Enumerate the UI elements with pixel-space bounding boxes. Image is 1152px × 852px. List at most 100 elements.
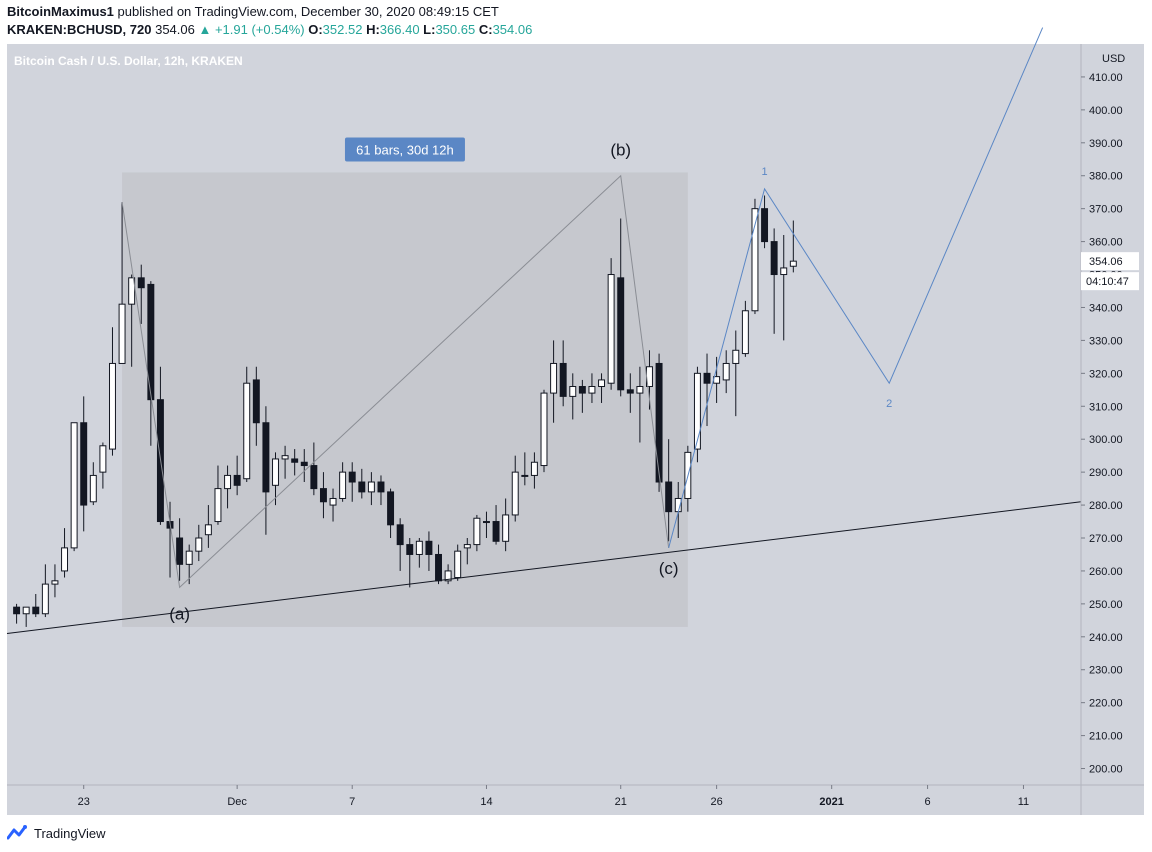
tradingview-logo-icon bbox=[7, 825, 27, 840]
candle-body[interactable] bbox=[243, 382, 251, 480]
candle-body[interactable] bbox=[550, 362, 558, 394]
candle-body[interactable] bbox=[444, 570, 452, 582]
candle-body[interactable] bbox=[521, 474, 529, 477]
candle-body[interactable] bbox=[272, 458, 279, 486]
username[interactable]: BitcoinMaximus1 bbox=[7, 4, 114, 19]
candle-body[interactable] bbox=[435, 553, 442, 582]
candle-body[interactable] bbox=[511, 471, 519, 516]
candle-body[interactable] bbox=[137, 277, 145, 289]
candle-body[interactable] bbox=[540, 392, 548, 467]
candle-body[interactable] bbox=[789, 260, 797, 267]
candle-body[interactable] bbox=[128, 277, 136, 305]
candle-body[interactable] bbox=[482, 521, 490, 524]
candle-body[interactable] bbox=[473, 517, 481, 546]
candle-body[interactable] bbox=[636, 386, 644, 394]
time-tick-label: 2021 bbox=[819, 796, 843, 808]
candle-body[interactable] bbox=[13, 606, 21, 615]
candle-body[interactable] bbox=[569, 386, 577, 397]
tradingview-footer[interactable]: TradingView bbox=[7, 824, 106, 842]
candle-body[interactable] bbox=[425, 540, 433, 555]
price-axis-ticks: 200.00 210.00 220.00 230.00 240.00 250.00 260.… bbox=[1081, 72, 1123, 776]
candle-body[interactable] bbox=[626, 389, 634, 394]
price-tick-label: 210.00 bbox=[1089, 731, 1123, 743]
candle-body[interactable] bbox=[559, 362, 567, 397]
candle-body[interactable] bbox=[70, 422, 78, 549]
candle-body[interactable] bbox=[617, 277, 625, 391]
time-tick-label: 11 bbox=[1018, 796, 1029, 808]
candle-body[interactable] bbox=[396, 524, 404, 546]
candle-body[interactable] bbox=[109, 362, 116, 450]
candle-body[interactable] bbox=[751, 208, 759, 312]
candle-body[interactable] bbox=[406, 544, 414, 555]
candle-body[interactable] bbox=[147, 283, 155, 401]
candle-body[interactable] bbox=[310, 465, 318, 490]
candle-body[interactable] bbox=[224, 474, 232, 490]
candle-body[interactable] bbox=[281, 455, 289, 460]
candle-body[interactable] bbox=[80, 422, 88, 506]
candle-body[interactable] bbox=[22, 606, 30, 615]
candle-body[interactable] bbox=[463, 544, 471, 549]
candle-body[interactable] bbox=[176, 537, 184, 565]
candle-body[interactable] bbox=[329, 497, 337, 506]
candle-body[interactable] bbox=[703, 372, 711, 384]
close-label: C: bbox=[478, 22, 493, 37]
candle-body[interactable] bbox=[732, 349, 740, 364]
candle-body[interactable] bbox=[233, 474, 241, 486]
candle-body[interactable] bbox=[214, 488, 222, 523]
price-tick-label: 400.00 bbox=[1089, 105, 1123, 117]
price-tick-label: 320.00 bbox=[1089, 368, 1123, 380]
candle-body[interactable] bbox=[358, 481, 366, 493]
candle-body[interactable] bbox=[722, 362, 730, 381]
abc-wave-path[interactable] bbox=[121, 174, 670, 589]
impulse-projection-path[interactable] bbox=[668, 27, 1044, 549]
candle-body[interactable] bbox=[339, 471, 347, 499]
candle-body[interactable] bbox=[598, 379, 606, 388]
candle-body[interactable] bbox=[319, 488, 327, 503]
candle-body[interactable] bbox=[655, 362, 663, 483]
candle-body[interactable] bbox=[51, 580, 59, 585]
candle-body[interactable] bbox=[61, 547, 69, 572]
currency-label: USD bbox=[1102, 53, 1125, 65]
candle-body[interactable] bbox=[741, 310, 749, 355]
candle-body[interactable] bbox=[32, 606, 40, 615]
candle-body[interactable] bbox=[252, 379, 260, 424]
candle-body[interactable] bbox=[204, 524, 212, 536]
candle-body[interactable] bbox=[530, 461, 538, 476]
candle-body[interactable] bbox=[185, 550, 193, 565]
time-tick-label: 21 bbox=[615, 796, 627, 808]
candle-body[interactable] bbox=[665, 481, 673, 513]
candle-body[interactable] bbox=[693, 372, 701, 450]
candle-body[interactable] bbox=[367, 481, 375, 493]
candle-body[interactable] bbox=[89, 474, 97, 503]
candle-body[interactable] bbox=[415, 540, 423, 555]
candle-body[interactable] bbox=[118, 303, 126, 364]
price-tick-label: 360.00 bbox=[1089, 237, 1123, 249]
high-label: H: bbox=[366, 22, 380, 37]
candle-body[interactable] bbox=[99, 445, 107, 473]
candle-body[interactable] bbox=[195, 537, 203, 552]
candle-body[interactable] bbox=[780, 267, 788, 276]
support-trendline[interactable] bbox=[6, 501, 1082, 635]
candle-body[interactable] bbox=[300, 461, 308, 467]
candle-body[interactable] bbox=[387, 491, 395, 526]
last-price: 354.06 bbox=[155, 22, 195, 37]
candle-body[interactable] bbox=[492, 521, 500, 542]
candle-body[interactable] bbox=[502, 514, 510, 542]
time-axis[interactable] bbox=[7, 785, 1081, 815]
candle-body[interactable] bbox=[607, 274, 615, 384]
candle-body[interactable] bbox=[377, 481, 385, 493]
candle-body[interactable] bbox=[41, 583, 49, 615]
candle-body[interactable] bbox=[770, 241, 778, 276]
candle-body[interactable] bbox=[348, 471, 356, 483]
candle-body[interactable] bbox=[588, 386, 596, 394]
candle-body[interactable] bbox=[761, 208, 769, 243]
candle-body[interactable] bbox=[578, 386, 586, 394]
price-axis[interactable] bbox=[1081, 44, 1144, 785]
candle-body[interactable] bbox=[262, 422, 270, 493]
candle-body[interactable] bbox=[291, 458, 299, 463]
date-price-range-box[interactable] bbox=[122, 172, 688, 627]
wave-c-label: (c) bbox=[659, 559, 679, 578]
time-tick-label: 6 bbox=[925, 796, 931, 808]
candle-body[interactable] bbox=[454, 550, 462, 579]
